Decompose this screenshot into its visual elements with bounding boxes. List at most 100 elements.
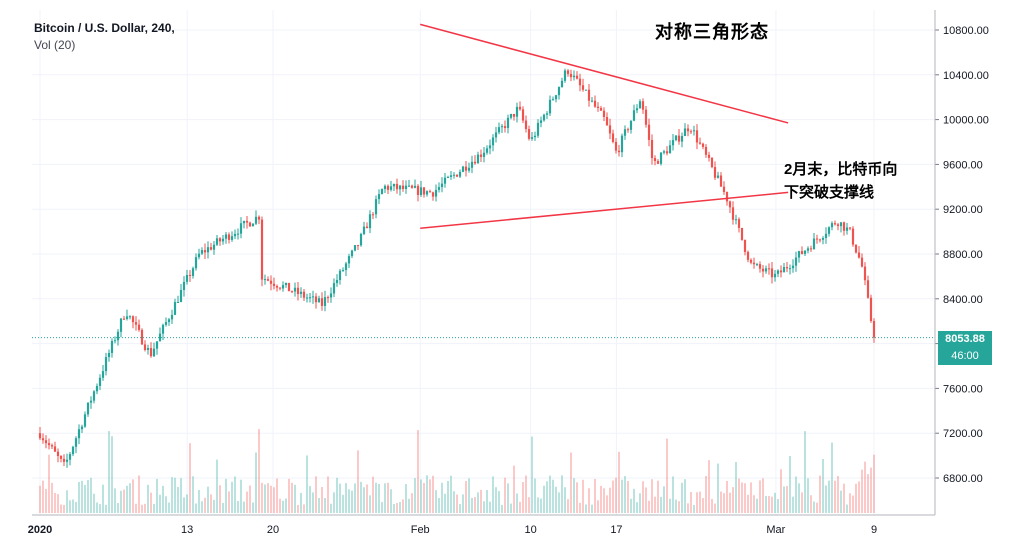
candle-body: [158, 333, 162, 342]
volume-bar: [843, 483, 845, 513]
candle-body: [494, 132, 498, 138]
candle-body: [113, 340, 117, 342]
candle-body: [422, 187, 426, 195]
volume-bar: [204, 497, 206, 513]
candle-body: [518, 106, 522, 110]
volume-bar: [702, 498, 704, 513]
volume-bar: [603, 488, 605, 513]
candle-body: [632, 110, 636, 121]
volume-bar: [717, 463, 719, 513]
volume-indicator-label: Vol (20): [34, 38, 76, 52]
volume-bar: [285, 498, 287, 513]
time-tick-label: 17: [610, 524, 622, 536]
support-trendline[interactable]: [420, 191, 789, 229]
volume-bar: [198, 489, 200, 513]
candle-body: [833, 223, 837, 225]
volume-bar: [684, 479, 686, 513]
candle-body: [185, 274, 189, 282]
candle-body: [122, 318, 126, 320]
volume-bar: [693, 504, 695, 513]
volume-bar: [615, 477, 617, 513]
candle-body: [458, 171, 462, 177]
volume-bar: [612, 480, 614, 513]
volume-bar: [552, 479, 554, 513]
trendlines[interactable]: [420, 23, 789, 229]
candle-body: [491, 137, 495, 146]
volume-bar: [648, 500, 650, 513]
volume-bars: [39, 429, 875, 513]
volume-bar: [822, 458, 824, 513]
candle-body: [473, 161, 477, 164]
candle-body: [47, 443, 51, 446]
volume-bar: [630, 498, 632, 513]
volume-bar: [687, 503, 689, 513]
candle-body: [77, 429, 81, 439]
candle-body: [845, 227, 849, 231]
price-tick-label: 9200.00: [943, 204, 983, 216]
candle-body: [713, 167, 717, 178]
candle-body: [677, 135, 681, 142]
volume-bar: [849, 493, 851, 513]
volume-bar: [381, 502, 383, 513]
candle-body: [410, 185, 414, 188]
volume-bar: [519, 501, 521, 513]
candle-body: [389, 186, 393, 190]
volume-bar: [279, 498, 281, 513]
volume-bar: [78, 481, 80, 513]
candle-body: [617, 150, 621, 153]
volume-bar: [696, 492, 698, 513]
volume-bar: [219, 485, 221, 513]
candle-body: [359, 233, 363, 246]
volume-bar: [666, 438, 668, 513]
candle-body: [641, 101, 645, 110]
candle-body: [776, 270, 780, 274]
candle-body: [818, 239, 822, 241]
candle-body: [515, 106, 519, 117]
time-tick-label: 9: [871, 524, 877, 536]
volume-bar: [480, 489, 482, 513]
time-tick-label: Feb: [411, 524, 430, 536]
candle-body: [761, 268, 765, 272]
volume-bar: [540, 498, 542, 513]
time-tick-label: Mar: [766, 524, 785, 536]
volume-bar: [234, 476, 236, 513]
volume-bar: [150, 492, 152, 513]
resistance-trendline[interactable]: [420, 23, 789, 124]
candle-body: [296, 287, 300, 295]
volume-bar: [531, 436, 533, 513]
grid: [32, 10, 935, 515]
candle-body: [380, 189, 384, 195]
candle-body: [503, 126, 507, 129]
candle-body: [671, 140, 675, 146]
volume-bar: [813, 501, 815, 513]
volume-bar: [147, 484, 149, 513]
volume-bar: [261, 482, 263, 513]
candle-body: [509, 114, 513, 118]
volume-bar: [495, 487, 497, 513]
candle-body: [329, 293, 333, 298]
volume-bar: [120, 490, 122, 513]
candle-body: [173, 302, 177, 315]
candle-body: [227, 234, 231, 240]
time-tick-label: 13: [181, 524, 193, 536]
candle-body: [353, 245, 357, 251]
candle-body: [644, 109, 648, 125]
price-tick-label: 7200.00: [943, 428, 983, 440]
candle-body: [140, 329, 144, 345]
volume-bar: [861, 469, 863, 513]
volume-bar: [168, 502, 170, 513]
volume-bar: [144, 503, 146, 513]
volume-bar: [525, 475, 527, 513]
candle-body: [125, 316, 129, 319]
volume-bar: [174, 477, 176, 513]
candle-body: [455, 174, 459, 177]
volume-bar: [123, 489, 125, 513]
candle-body: [857, 252, 861, 258]
volume-bar: [372, 476, 374, 513]
candle-body: [548, 99, 552, 114]
candle-body: [59, 456, 63, 459]
candle-body: [719, 175, 723, 187]
candle-body: [872, 321, 876, 338]
